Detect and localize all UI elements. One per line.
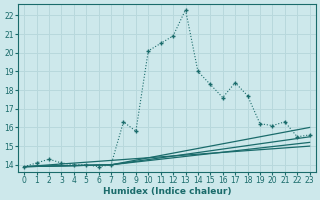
- X-axis label: Humidex (Indice chaleur): Humidex (Indice chaleur): [103, 187, 231, 196]
